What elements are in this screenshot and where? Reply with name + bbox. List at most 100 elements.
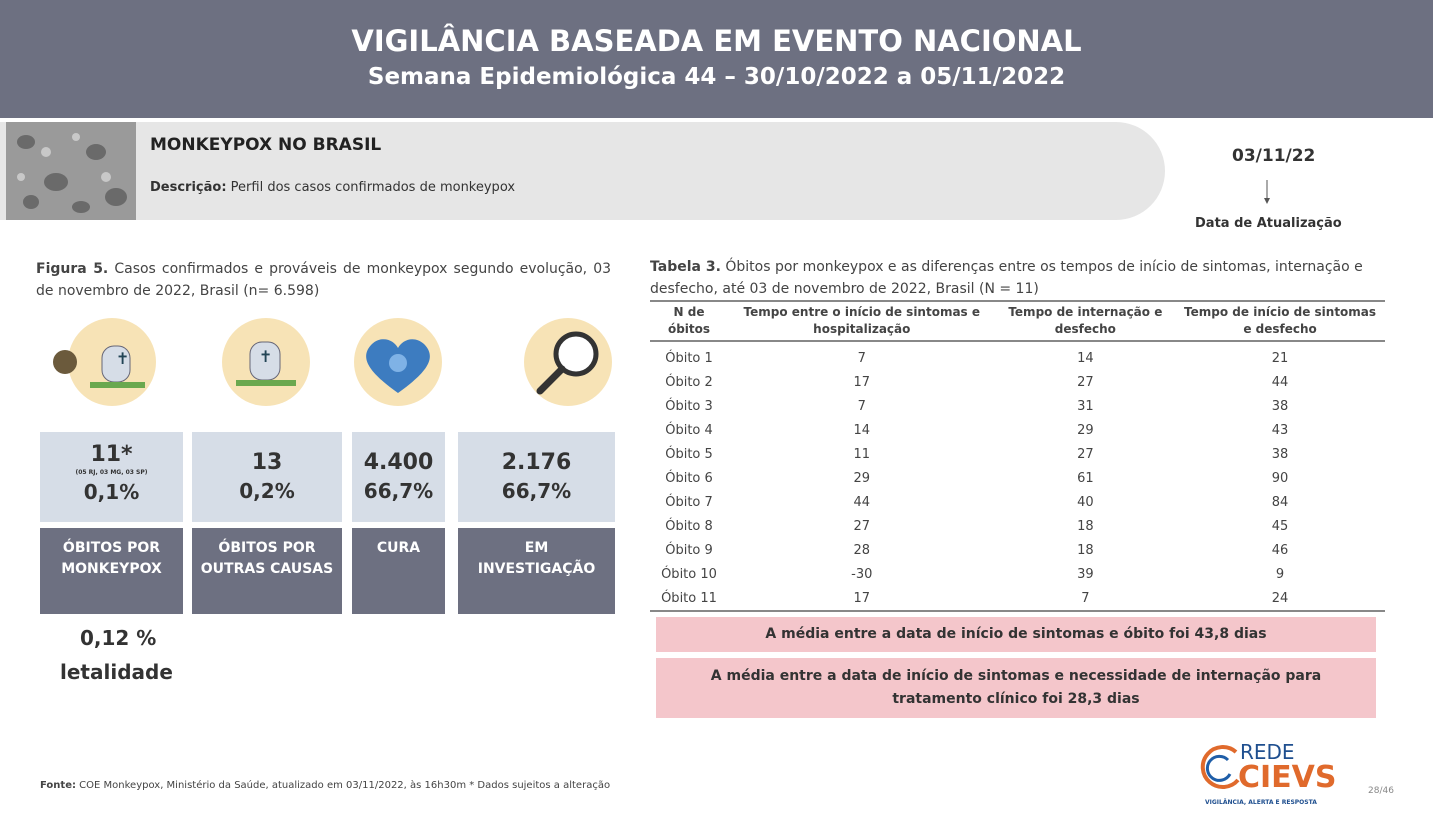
note: A média entre a data de início de sintom… — [656, 617, 1376, 652]
card-label: ÓBITOS POR MONKEYPOX — [40, 528, 183, 614]
update-label: Data de Atualização — [1195, 216, 1342, 231]
subtitle: Semana Epidemiológica 44 – 30/10/2022 a … — [0, 64, 1433, 90]
caption-label: Tabela 3. — [650, 259, 721, 275]
caption-text: Casos confirmados e prováveis de monkeyp… — [36, 261, 611, 299]
table-cell: Óbito 10 — [650, 562, 728, 586]
table-cell: Óbito 6 — [650, 466, 728, 490]
table-cell: 17 — [728, 586, 996, 611]
table-row: Óbito 373138 — [650, 394, 1385, 418]
lethality: 0,12 % — [80, 626, 156, 650]
table-cell: 44 — [1175, 370, 1385, 394]
card-label: EM INVESTIGAÇÃO — [458, 528, 615, 614]
icons: ✝ ✝ — [40, 318, 620, 414]
page-number: 28/46 — [1368, 786, 1394, 796]
table-cell: Óbito 4 — [650, 418, 728, 442]
table-cell: 31 — [996, 394, 1176, 418]
table-cell: Óbito 5 — [650, 442, 728, 466]
source-label: Fonte: — [40, 780, 76, 791]
table-cell: 9 — [1175, 562, 1385, 586]
table-cell: 18 — [996, 514, 1176, 538]
table-cell: 84 — [1175, 490, 1385, 514]
note: A média entre a data de início de sintom… — [656, 658, 1376, 718]
table-cell: Óbito 8 — [650, 514, 728, 538]
card-value: 13 0,2% — [192, 432, 342, 522]
card-value: 11*(05 RJ, 03 MG, 03 SP)0,1% — [40, 432, 183, 522]
card-note: (05 RJ, 03 MG, 03 SP) — [40, 469, 183, 476]
caption-text: Óbitos por monkeypox e as diferenças ent… — [650, 259, 1363, 297]
description: Perfil dos casos confirmados de monkeypo… — [231, 180, 515, 195]
lethality-label: letalidade — [60, 660, 173, 684]
table-cell: 11 — [728, 442, 996, 466]
table-cell: 27 — [728, 514, 996, 538]
source: COE Monkeypox, Ministério da Saúde, atua… — [79, 780, 610, 791]
table-cell: 29 — [728, 466, 996, 490]
card-percent: 66,7% — [352, 479, 445, 503]
table-cell: 7 — [996, 586, 1176, 611]
table-cell: 28 — [728, 538, 996, 562]
logo-tagline: VIGILÂNCIA, ALERTA E RESPOSTA — [1205, 799, 1317, 806]
table-cell: Óbito 1 — [650, 341, 728, 370]
table-cell: 7 — [728, 341, 996, 370]
table-cell: 29 — [996, 418, 1176, 442]
column-header: Tempo de início de sintomas e desfecho — [1175, 301, 1385, 341]
column-header: Tempo entre o início de sintomas e hospi… — [728, 301, 996, 341]
svg-text:✝: ✝ — [116, 349, 129, 368]
section-description: Descrição: Perfil dos casos confirmados … — [150, 180, 515, 195]
card-count: 2.176 — [458, 450, 615, 475]
table-cell: -30 — [728, 562, 996, 586]
table-cell: 7 — [728, 394, 996, 418]
footer-source: Fonte: COE Monkeypox, Ministério da Saúd… — [40, 780, 610, 791]
card-percent: 0,1% — [40, 480, 183, 504]
table-cell: 39 — [996, 562, 1176, 586]
card-value: 4.400 66,7% — [352, 432, 445, 522]
table-cell: 24 — [1175, 586, 1385, 611]
table-cell: Óbito 2 — [650, 370, 728, 394]
table-cell: 90 — [1175, 466, 1385, 490]
table-cell: 18 — [996, 538, 1176, 562]
svg-text:✝: ✝ — [259, 347, 272, 366]
table-caption: Tabela 3. Óbitos por monkeypox e as dife… — [650, 256, 1390, 300]
card-count: 13 — [192, 450, 342, 475]
table-cell: 61 — [996, 466, 1176, 490]
table-cell: 46 — [1175, 538, 1385, 562]
table-cell: 27 — [996, 442, 1176, 466]
description-label: Descrição: — [150, 180, 227, 195]
page: VIGILÂNCIA BASEADA EM EVENTO NACIONAL Se… — [0, 0, 1433, 814]
table-cell: 27 — [996, 370, 1176, 394]
table-cell: 38 — [1175, 394, 1385, 418]
table-cell: 45 — [1175, 514, 1385, 538]
update-date: 03/11/22 — [1232, 146, 1315, 166]
card-label: CURA — [352, 528, 445, 614]
column-header: Tempo de internação e desfecho — [996, 301, 1176, 341]
table-cell: 17 — [728, 370, 996, 394]
table-cell: 40 — [996, 490, 1176, 514]
table-cell: 14 — [728, 418, 996, 442]
table-cell: Óbito 9 — [650, 538, 728, 562]
column-header: N de óbitos — [650, 301, 728, 341]
table-cell: Óbito 7 — [650, 490, 728, 514]
table-cell: 21 — [1175, 341, 1385, 370]
header: VIGILÂNCIA BASEADA EM EVENTO NACIONAL Se… — [0, 0, 1433, 118]
card-label: ÓBITOS POR OUTRAS CAUSAS — [192, 528, 342, 614]
card-count: 4.400 — [352, 450, 445, 475]
caption-label: Figura 5. — [36, 261, 108, 277]
card-percent: 66,7% — [458, 479, 615, 503]
card-percent: 0,2% — [192, 479, 342, 503]
arrow — [1262, 178, 1272, 208]
table-cell: 14 — [996, 341, 1176, 370]
title: VIGILÂNCIA BASEADA EM EVENTO NACIONAL — [0, 24, 1433, 58]
table-cell: Óbito 11 — [650, 586, 728, 611]
banner-image — [6, 122, 136, 220]
card-value: 2.176 66,7% — [458, 432, 615, 522]
